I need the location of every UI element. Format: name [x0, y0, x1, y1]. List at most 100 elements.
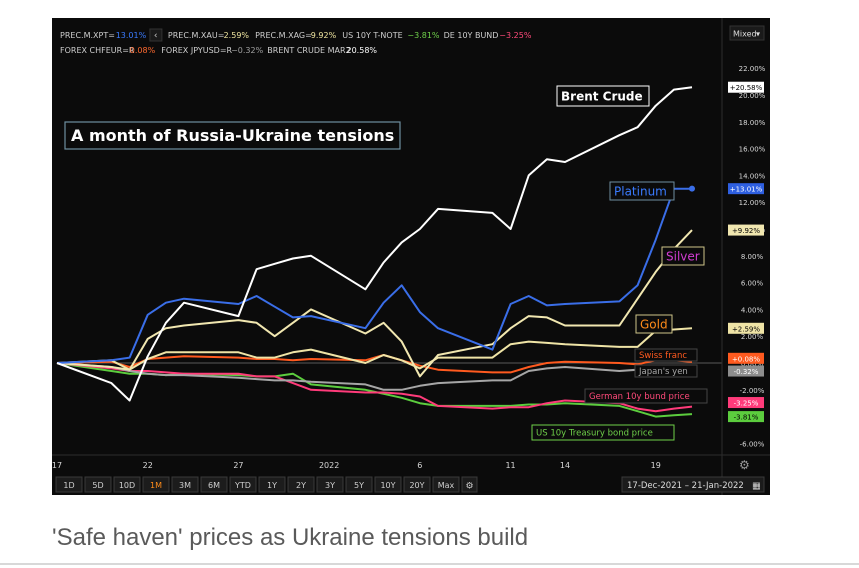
series-labels: Brent Crude Platinum Silver Gold Swiss franc…: [531, 85, 708, 441]
series-label-text: German 10y bund price: [589, 392, 690, 402]
last-value-tag: +0.08%: [728, 352, 764, 364]
chart-frame: PREC.M.XPT= 13.01% ‹ PREC.M.XAU= 2.59% PREC.M…: [52, 18, 770, 495]
chart-title: A month of Russia-Ukraine tensions: [71, 126, 394, 145]
plot-area: [52, 18, 770, 495]
last-value-tag: -0.32%: [728, 365, 764, 377]
timeframe-label: 2Y: [296, 481, 306, 490]
last-value-tag: +9.92%: [728, 224, 764, 236]
timeframe-button-1y[interactable]: 1Y: [258, 476, 286, 493]
date-range-box[interactable]: 17-Dec-2021 – 21-Jan-2022 ▦: [621, 476, 765, 493]
series-line-silver: [56, 229, 693, 378]
timeframe-button-3y[interactable]: 3Y: [316, 476, 344, 493]
legend-row1-name: PREC.M.XPT=: [60, 31, 115, 40]
timeframe-button-10d[interactable]: 10D: [113, 476, 141, 493]
x-tick-label: 27: [233, 461, 243, 470]
header-legend: PREC.M.XPT= 13.01% ‹ PREC.M.XAU= 2.59% PREC.M…: [60, 25, 765, 55]
last-value-text: +9.92%: [732, 227, 760, 235]
series-label-text: Swiss franc: [639, 351, 687, 361]
legend-row2-name: FOREX JPYUSD=R: [161, 46, 232, 55]
legend-row2-value: 20.58%: [347, 46, 378, 55]
series-line-gold: [56, 327, 693, 371]
y-tick-label: 22.00%: [739, 65, 766, 73]
last-value-tag: -3.81%: [728, 411, 764, 423]
series-label-japan-s-yen: Japan's yen: [634, 364, 698, 378]
last-value-tag: -3.25%: [728, 397, 764, 409]
y-tick-label: 2.00%: [741, 333, 764, 341]
mode-label: Mixed: [733, 30, 757, 39]
timeframe-label: 1M: [150, 481, 162, 490]
legend-row1-value: 2.59%: [224, 31, 250, 40]
timeframe-label: Max: [438, 481, 455, 490]
legend-row1-name: US 10Y T-NOTE: [342, 31, 402, 40]
calendar-icon[interactable]: ▦: [752, 482, 761, 492]
timeframe-button-1m[interactable]: 1M: [142, 476, 170, 493]
last-value-tags: +20.58% +13.01% +9.92% +2.59% +0.08% -0.32% -3…: [728, 81, 764, 423]
timeframe-button-5d[interactable]: 5D: [84, 476, 112, 493]
y-tick-label: -6.00%: [740, 440, 765, 448]
timeframe-label: YTD: [234, 481, 251, 490]
timeframe-label: 3M: [179, 481, 191, 490]
timeframe-button-10y[interactable]: 10Y: [374, 476, 402, 493]
series-label-swiss-franc: Swiss franc: [634, 348, 698, 362]
mode-dropdown[interactable]: Mixed ▾: [729, 25, 765, 41]
y-tick-label: 4.00%: [741, 306, 764, 314]
legend-row1-name: PREC.M.XAU=: [168, 31, 225, 40]
toolbar-settings-button[interactable]: ⚙: [461, 476, 478, 493]
legend-row1-value: 9.92%: [311, 31, 337, 40]
series-label-text: Platinum: [614, 185, 667, 199]
legend-row2-value: 0.08%: [130, 46, 156, 55]
series-line-japan-s-yen: [56, 362, 693, 391]
series-label-silver: Silver: [661, 246, 705, 266]
y-tick-label: 8.00%: [741, 253, 764, 261]
legend-row1-value: −3.81%: [407, 31, 440, 40]
x-tick-label: 6: [417, 461, 422, 470]
gear-icon[interactable]: ⚙: [465, 482, 473, 492]
y-tick-label: 16.00%: [739, 146, 766, 154]
nav-back-button[interactable]: [149, 28, 163, 42]
timeframe-button-ytd[interactable]: YTD: [229, 476, 257, 493]
last-value-text: -0.32%: [734, 368, 759, 376]
x-tick-label: 19: [651, 461, 661, 470]
x-tick-label: 14: [560, 461, 570, 470]
timeframe-button-1d[interactable]: 1D: [55, 476, 83, 493]
y-tick-label: 14.00%: [739, 172, 766, 180]
legend-row2-value: −0.32%: [231, 46, 264, 55]
legend-row1-name: DE 10Y BUND: [444, 31, 499, 40]
legend-row2-name: BRENT CRUDE MAR2: [267, 46, 350, 55]
timeframe-button-max[interactable]: Max: [432, 476, 460, 493]
gear-icon[interactable]: ⚙: [739, 458, 750, 472]
series-label-text: US 10y Treasury bond price: [536, 428, 653, 438]
y-tick-label: 6.00%: [741, 280, 764, 288]
timeframe-button-3m[interactable]: 3M: [171, 476, 199, 493]
y-tick-label: 0.00%: [741, 360, 764, 368]
timeframe-toolbar: 1D 5D 10D 1M 3M 6M YTD 1Y 2Y 3Y 5Y 10Y 20Y Max ⚙: [55, 476, 478, 493]
last-value-text: +20.58%: [730, 84, 763, 92]
timeframe-label: 5Y: [354, 481, 364, 490]
timeframe-label: 20Y: [409, 481, 424, 490]
series-label-gold: Gold: [635, 314, 673, 334]
legend-row1-name: PREC.M.XAG=: [255, 31, 312, 40]
series-label-platinum: Platinum: [609, 181, 675, 201]
last-value-text: +2.59%: [732, 325, 760, 333]
timeframe-label: 6M: [208, 481, 220, 490]
timeframe-button-2y[interactable]: 2Y: [287, 476, 315, 493]
timeframe-label: 5D: [92, 481, 103, 490]
series-label-text: Brent Crude: [561, 90, 643, 104]
timeframe-button-20y[interactable]: 20Y: [403, 476, 431, 493]
x-tick-label: 17: [52, 461, 62, 470]
timeframe-label: 3Y: [325, 481, 335, 490]
series-line-platinum: [56, 187, 693, 364]
last-value-tag: +20.58%: [728, 81, 764, 93]
price-chart: PREC.M.XPT= 13.01% ‹ PREC.M.XAU= 2.59% PREC.M…: [52, 18, 770, 495]
timeframe-button-6m[interactable]: 6M: [200, 476, 228, 493]
series-line-brent-crude: [56, 86, 693, 402]
last-value-text: +0.08%: [732, 355, 760, 363]
y-tick-label: -2.00%: [740, 387, 765, 395]
timeframe-button-5y[interactable]: 5Y: [345, 476, 373, 493]
figure-caption: 'Safe haven' prices as Ukraine tensions …: [52, 524, 529, 551]
chevron-left-icon[interactable]: ‹: [154, 31, 158, 41]
settings-icon[interactable]: ⚙: [739, 458, 750, 472]
timeframe-label: 1D: [63, 481, 74, 490]
legend-row1-value: 13.01%: [116, 31, 147, 40]
legend-row2-name: FOREX CHFEUR=R: [60, 46, 135, 55]
